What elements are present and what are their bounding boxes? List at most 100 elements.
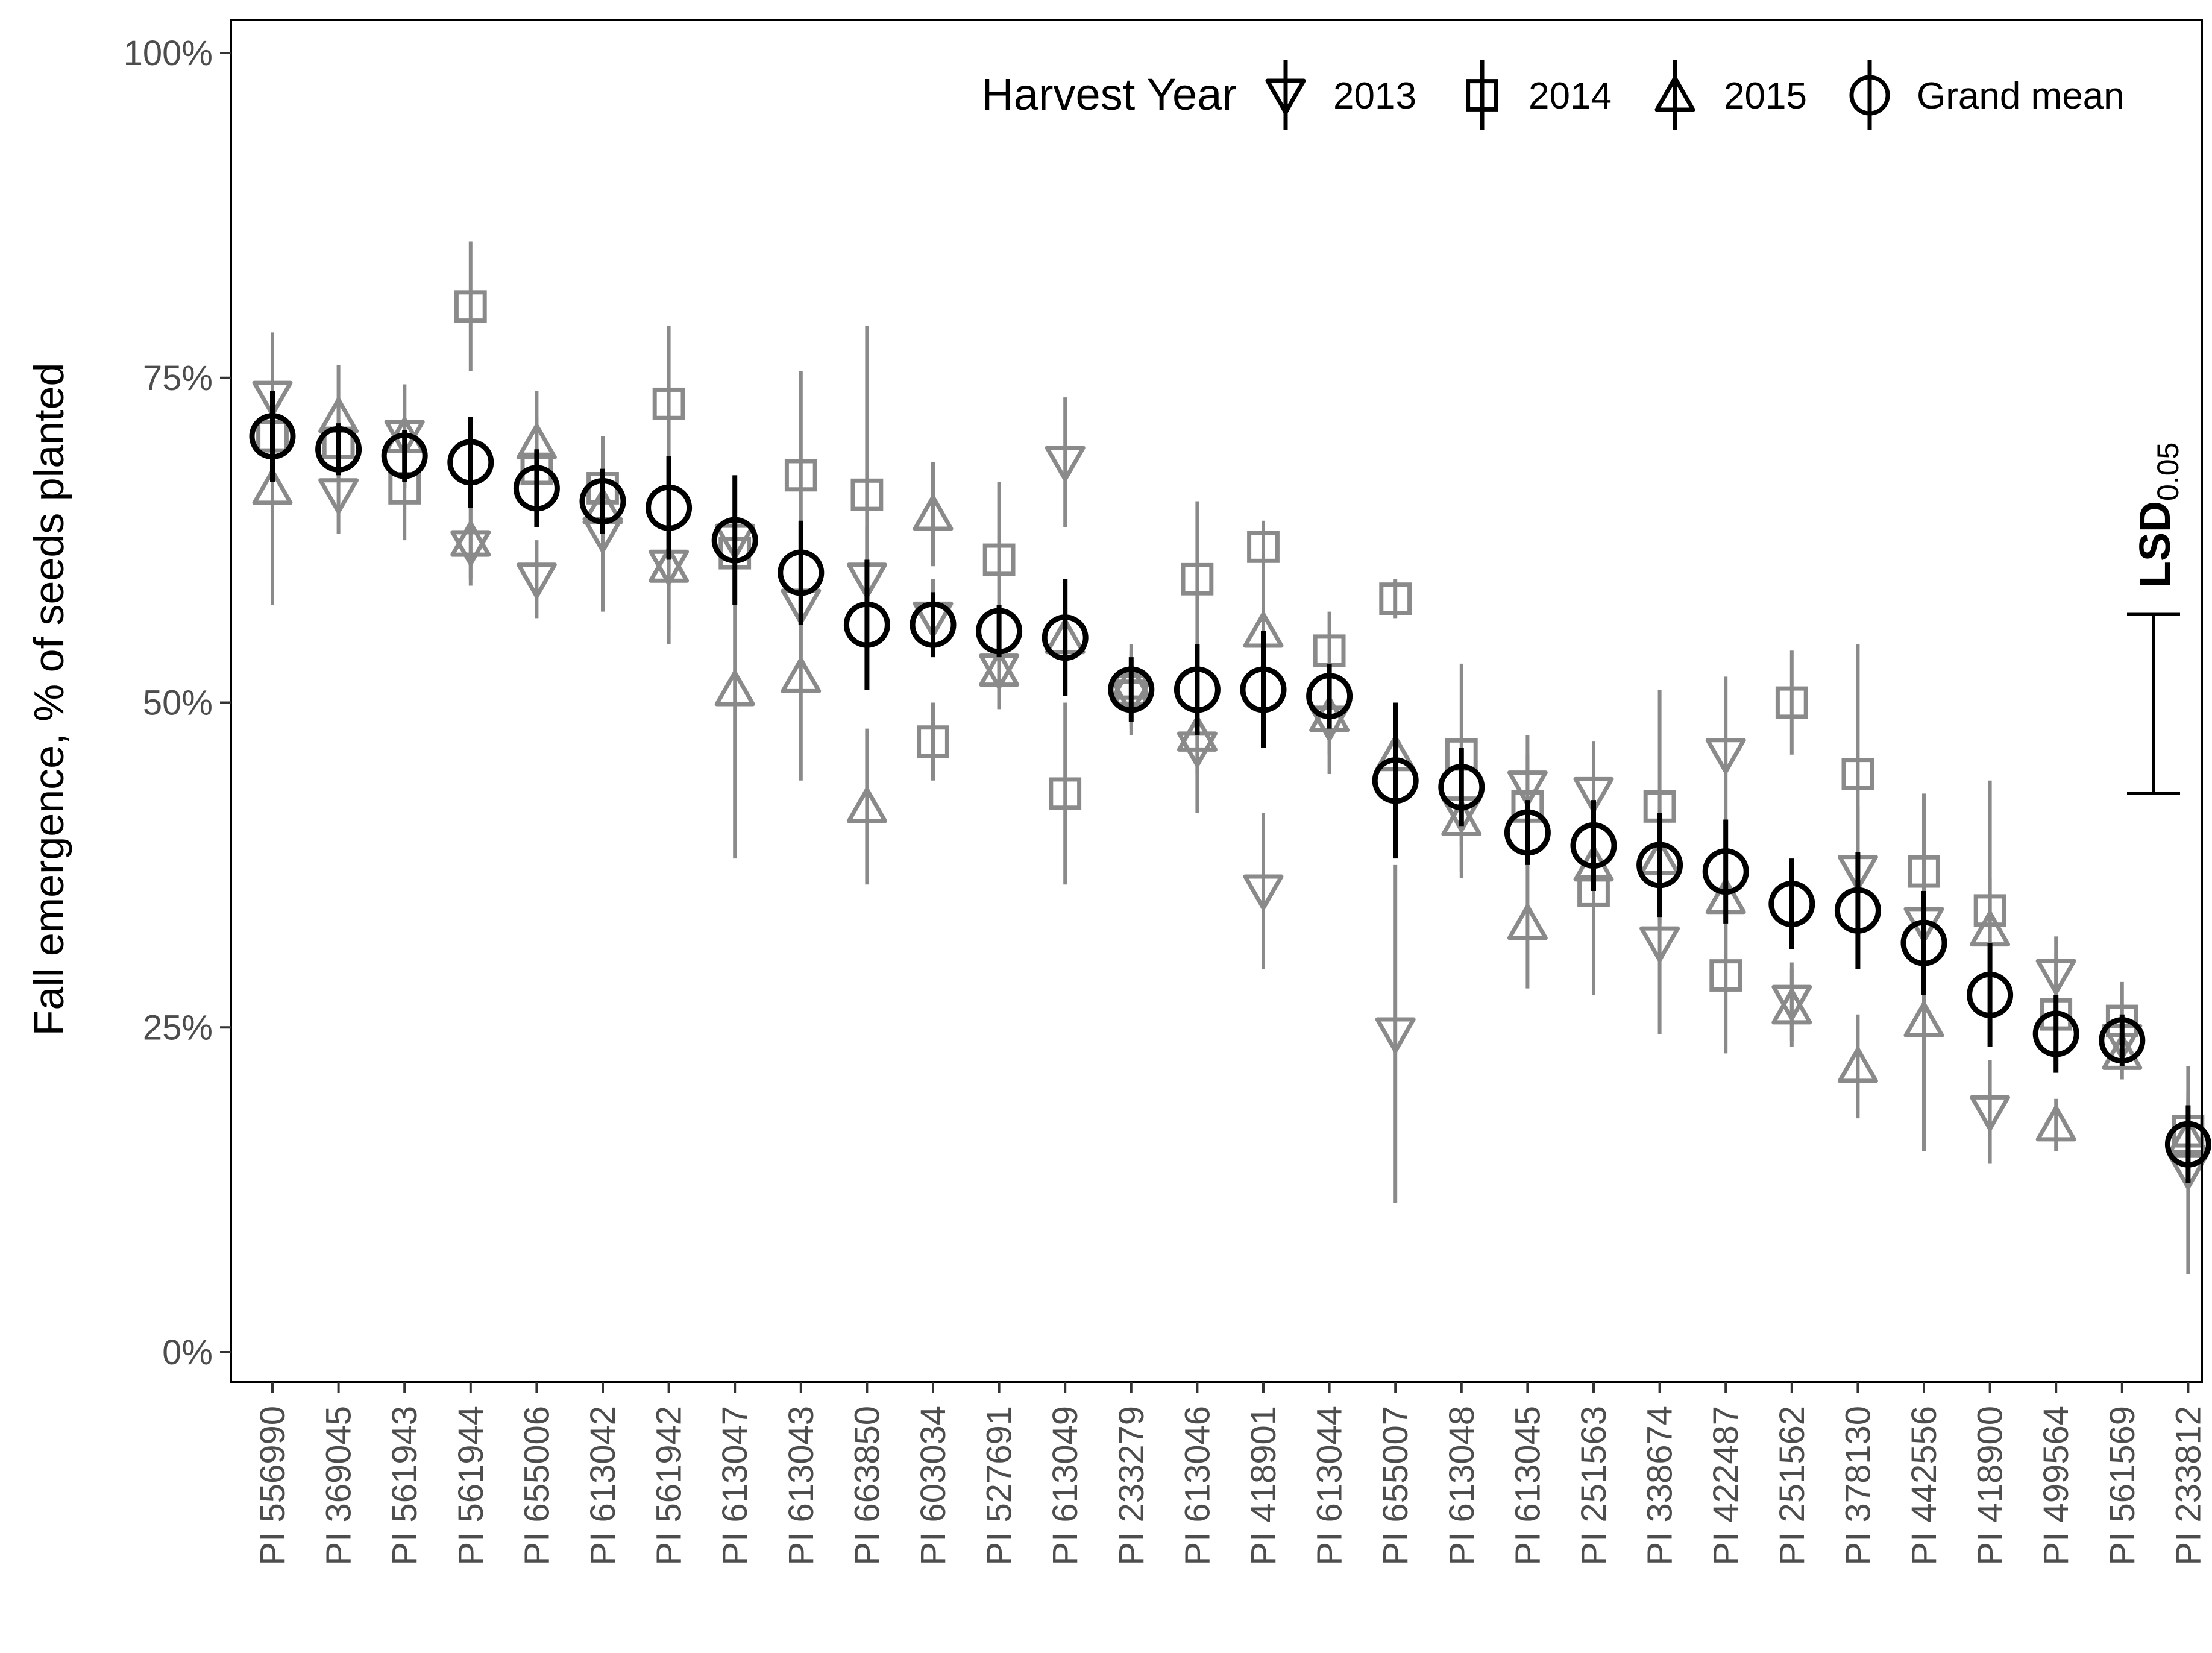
- x-tick-label: PI 422487: [1706, 1406, 1745, 1565]
- point-grand-mean: [447, 439, 494, 486]
- point-2015: [2102, 1034, 2143, 1070]
- legend-key-grand-mean: [1849, 75, 1890, 116]
- point-2013: [1639, 926, 1680, 963]
- point-grand-mean: [1834, 887, 1881, 934]
- point-2013: [2035, 959, 2076, 995]
- point-2013: [1573, 776, 1614, 813]
- point-2015: [1903, 1001, 1944, 1037]
- point-grand-mean: [1768, 881, 1815, 928]
- series-grand-mean: [249, 391, 2211, 1183]
- point-2015: [979, 650, 1020, 687]
- point-grand-mean: [2099, 1017, 2146, 1064]
- x-tick-label: PI 378130: [1838, 1406, 1877, 1565]
- x-tick-label: PI 603034: [914, 1406, 953, 1565]
- point-2014: [982, 543, 1016, 576]
- x-tick-label: PI 233279: [1112, 1406, 1151, 1565]
- point-grand-mean: [1042, 614, 1089, 661]
- x-tick-label: PI 561944: [451, 1406, 491, 1565]
- point-2014: [850, 478, 884, 511]
- point-2015: [781, 657, 822, 693]
- point-grand-mean: [1570, 822, 1617, 869]
- point-2014: [454, 290, 487, 323]
- legend-label: 2014: [1529, 75, 1612, 117]
- x-tick-label: PI 613044: [1310, 1406, 1350, 1565]
- x-tick-label: PI 251563: [1574, 1406, 1613, 1565]
- x-tick-label: PI 655007: [1376, 1406, 1415, 1565]
- point-grand-mean: [2032, 1010, 2079, 1057]
- point-grand-mean: [646, 484, 693, 531]
- x-tick-label: PI 561569: [2103, 1406, 2142, 1565]
- point-2013: [516, 562, 557, 599]
- legend-key-2013: [1265, 78, 1306, 115]
- point-grand-mean: [1636, 842, 1683, 889]
- point-2015: [2035, 1105, 2076, 1142]
- x-tick-label: PI 369045: [319, 1406, 359, 1565]
- y-axis: 0% 25% 50% 75% 100%: [124, 34, 231, 1372]
- point-2015: [714, 670, 755, 707]
- x-tick-label: PI 613049: [1046, 1406, 1085, 1565]
- point-2014: [1841, 758, 1874, 790]
- x-tick-label: PI 613043: [782, 1406, 821, 1565]
- point-grand-mean: [1504, 809, 1551, 856]
- point-grand-mean: [1372, 757, 1419, 804]
- x-tick-label: PI 663850: [847, 1406, 887, 1565]
- x-tick-label: PI 613047: [715, 1406, 755, 1565]
- legend-title: Harvest Year: [981, 69, 1237, 119]
- y-tick-label: 50%: [143, 684, 213, 723]
- point-grand-mean: [1900, 919, 1947, 966]
- x-tick-label: PI 655006: [517, 1406, 556, 1565]
- point-2015: [252, 468, 293, 505]
- point-2015: [846, 787, 887, 823]
- point-grand-mean: [976, 608, 1023, 655]
- y-tick-label: 0%: [162, 1333, 213, 1372]
- point-2014: [784, 459, 817, 492]
- point-grand-mean: [579, 477, 626, 524]
- point-2014: [652, 387, 685, 420]
- legend-key-2014: [1466, 79, 1498, 112]
- point-grand-mean: [843, 601, 890, 648]
- x-tick-label: PI 613045: [1508, 1406, 1547, 1565]
- legend-label: Grand mean: [1917, 75, 2125, 117]
- x-tick-label: PI 556990: [253, 1406, 292, 1565]
- x-tick-label: PI 251562: [1773, 1406, 1812, 1565]
- point-2014: [1379, 582, 1412, 616]
- point-grand-mean: [778, 549, 825, 596]
- x-tick-label: PI 561943: [385, 1406, 424, 1565]
- point-grand-mean: [1174, 666, 1221, 713]
- x-tick-label: PI 561942: [650, 1406, 689, 1565]
- point-2014: [1181, 562, 1214, 596]
- x-tick-label: PI 233812: [2169, 1406, 2208, 1565]
- legend-label: 2015: [1724, 75, 1807, 117]
- x-tick-label: PI 418901: [1244, 1406, 1283, 1565]
- point-grand-mean: [1967, 971, 2014, 1018]
- x-tick-label: PI 613042: [583, 1406, 623, 1565]
- point-2015: [913, 495, 954, 531]
- point-grand-mean: [711, 517, 758, 564]
- point-2014: [917, 725, 949, 758]
- lsd-bar: LSD0.05: [2127, 442, 2185, 795]
- x-tick-label: PI 442556: [1905, 1406, 1944, 1565]
- point-2015: [649, 547, 690, 583]
- y-axis-label: Fall emergence, % of seeds planted: [25, 363, 72, 1036]
- point-2015: [1441, 800, 1482, 836]
- point-2013: [1045, 446, 1086, 482]
- point-2015: [1837, 1047, 1878, 1083]
- point-2015: [1771, 988, 1812, 1025]
- legend-label: 2013: [1333, 75, 1416, 117]
- point-grand-mean: [1702, 848, 1749, 895]
- point-grand-mean: [1108, 666, 1155, 713]
- point-2013: [1705, 738, 1746, 774]
- point-grand-mean: [1438, 764, 1485, 811]
- point-2015: [1507, 904, 1548, 940]
- point-2014: [1775, 686, 1808, 719]
- lsd-label: LSD0.05: [2131, 442, 2185, 588]
- point-2015: [1177, 716, 1218, 752]
- y-tick-label: 75%: [143, 359, 213, 398]
- x-tick-label: PI 613048: [1442, 1406, 1481, 1565]
- point-grand-mean: [1306, 673, 1353, 720]
- x-tick-label: PI 613046: [1178, 1406, 1217, 1565]
- point-2013: [1243, 874, 1284, 910]
- x-axis: PI 556990 PI 369045 PI 561943 PI 561944 PI 6…: [253, 1382, 2208, 1565]
